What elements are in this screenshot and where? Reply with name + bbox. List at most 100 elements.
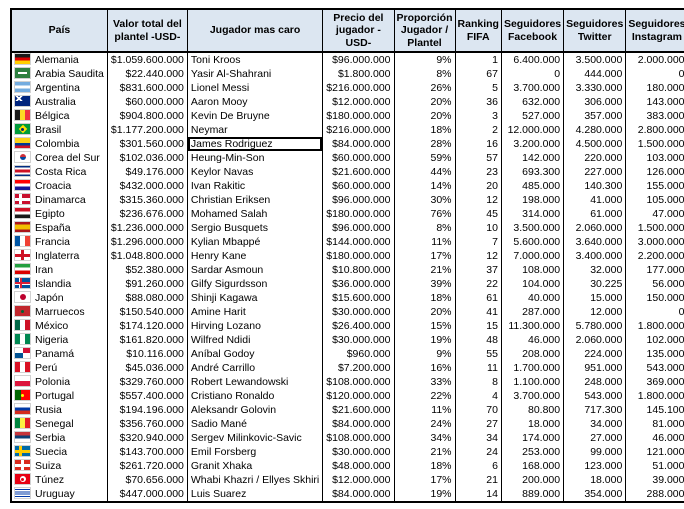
cell-instagram[interactable]: 47.000	[625, 207, 684, 222]
cell-pais[interactable]: Australia	[10, 95, 108, 110]
cell-facebook[interactable]: 46.000	[500, 333, 565, 348]
cell-proporcion[interactable]: 20%	[393, 109, 456, 124]
cell-twitter[interactable]: 2.060.000	[563, 333, 627, 348]
cell-precio[interactable]: $960.000	[322, 347, 395, 362]
cell-instagram[interactable]: 105.000	[625, 193, 684, 208]
cell-proporcion[interactable]: 17%	[393, 249, 456, 264]
cell-pais[interactable]: México	[10, 319, 108, 334]
cell-precio[interactable]: $180.000.000	[322, 207, 395, 222]
cell-instagram[interactable]: 2.200.000	[625, 249, 684, 264]
cell-facebook[interactable]: 168.000	[500, 459, 565, 474]
cell-facebook[interactable]: 527.000	[500, 109, 565, 124]
cell-precio[interactable]: $36.000.000	[322, 277, 395, 292]
cell-proporcion[interactable]: 21%	[393, 263, 456, 278]
cell-pais[interactable]: Serbia	[10, 431, 108, 446]
cell-instagram[interactable]: 155.000	[625, 179, 684, 194]
cell-instagram[interactable]: 1.500.000	[625, 137, 684, 152]
cell-instagram[interactable]: 145.100	[625, 403, 684, 418]
cell-precio[interactable]: $84.000.000	[322, 137, 395, 152]
cell-twitter[interactable]: 18.000	[563, 473, 627, 488]
cell-precio[interactable]: $10.800.000	[322, 263, 395, 278]
cell-instagram[interactable]: 143.000	[625, 95, 684, 110]
cell-twitter[interactable]: 227.000	[563, 165, 627, 180]
cell-twitter[interactable]: 27.000	[563, 431, 627, 446]
cell-instagram[interactable]: 121.000	[625, 445, 684, 460]
cell-proporcion[interactable]: 9%	[393, 52, 456, 68]
cell-facebook[interactable]: 198.000	[500, 193, 565, 208]
cell-instagram[interactable]: 150.000	[625, 291, 684, 306]
cell-valor[interactable]: $1.048.800.000	[106, 249, 188, 264]
cell-jugador[interactable]: Cristiano Ronaldo	[186, 389, 324, 404]
cell-twitter[interactable]: 4.280.000	[563, 123, 627, 138]
cell-pais[interactable]: Nigeria	[10, 333, 108, 348]
cell-ranking[interactable]: 7	[454, 235, 502, 250]
cell-facebook[interactable]: 287.000	[500, 305, 565, 320]
cell-instagram[interactable]: 1.800.000	[625, 389, 684, 404]
cell-twitter[interactable]: 357.000	[563, 109, 627, 124]
cell-pais[interactable]: Rusia	[10, 403, 108, 418]
cell-valor[interactable]: $174.120.000	[106, 319, 188, 334]
cell-precio[interactable]: $1.800.000	[322, 67, 395, 82]
cell-ranking[interactable]: 41	[454, 305, 502, 320]
cell-pais[interactable]: Costa Rica	[10, 165, 108, 180]
cell-ranking[interactable]: 45	[454, 207, 502, 222]
cell-instagram[interactable]: 51.000	[625, 459, 684, 474]
cell-proporcion[interactable]: 34%	[393, 431, 456, 446]
cell-facebook[interactable]: 3.700.000	[500, 81, 565, 96]
cell-pais[interactable]: Brasil	[10, 123, 108, 138]
cell-facebook[interactable]: 632.000	[500, 95, 565, 110]
cell-proporcion[interactable]: 28%	[393, 137, 456, 152]
cell-pais[interactable]: Portugal	[10, 389, 108, 404]
cell-ranking[interactable]: 1	[454, 52, 502, 68]
cell-valor[interactable]: $194.196.000	[106, 403, 188, 418]
column-header-jugador[interactable]: Jugador mas caro	[186, 8, 324, 54]
cell-proporcion[interactable]: 59%	[393, 151, 456, 166]
column-header-valor[interactable]: Valor total del plantel -USD-	[106, 8, 188, 54]
cell-valor[interactable]: $447.000.000	[106, 487, 188, 503]
cell-twitter[interactable]: 717.300	[563, 403, 627, 418]
cell-pais[interactable]: Dinamarca	[10, 193, 108, 208]
cell-proporcion[interactable]: 44%	[393, 165, 456, 180]
cell-twitter[interactable]: 306.000	[563, 95, 627, 110]
cell-facebook[interactable]: 142.000	[500, 151, 565, 166]
cell-jugador[interactable]: Sardar Asmoun	[186, 263, 324, 278]
cell-ranking[interactable]: 20	[454, 179, 502, 194]
cell-facebook[interactable]: 889.000	[500, 487, 565, 503]
cell-facebook[interactable]: 1.700.000	[500, 361, 565, 376]
cell-facebook[interactable]: 11.300.000	[500, 319, 565, 334]
cell-ranking[interactable]: 11	[454, 361, 502, 376]
cell-instagram[interactable]: 0	[625, 305, 684, 320]
cell-ranking[interactable]: 36	[454, 95, 502, 110]
cell-proporcion[interactable]: 8%	[393, 67, 456, 82]
cell-pais[interactable]: Croacia	[10, 179, 108, 194]
cell-jugador[interactable]: Neymar	[186, 123, 324, 138]
cell-pais[interactable]: España	[10, 221, 108, 236]
cell-precio[interactable]: $48.000.000	[322, 459, 395, 474]
cell-ranking[interactable]: 48	[454, 333, 502, 348]
cell-facebook[interactable]: 40.000	[500, 291, 565, 306]
cell-ranking[interactable]: 3	[454, 109, 502, 124]
cell-twitter[interactable]: 32.000	[563, 263, 627, 278]
cell-proporcion[interactable]: 19%	[393, 487, 456, 503]
cell-proporcion[interactable]: 19%	[393, 333, 456, 348]
cell-instagram[interactable]: 2.000.000	[625, 52, 684, 68]
cell-facebook[interactable]: 208.000	[500, 347, 565, 362]
cell-ranking[interactable]: 12	[454, 193, 502, 208]
cell-instagram[interactable]: 39.000	[625, 473, 684, 488]
cell-ranking[interactable]: 15	[454, 319, 502, 334]
cell-facebook[interactable]: 200.000	[500, 473, 565, 488]
cell-twitter[interactable]: 3.330.000	[563, 81, 627, 96]
cell-facebook[interactable]: 6.400.000	[500, 52, 565, 68]
cell-proporcion[interactable]: 20%	[393, 305, 456, 320]
cell-precio[interactable]: $26.400.000	[322, 319, 395, 334]
cell-jugador[interactable]: Granit Xhaka	[186, 459, 324, 474]
cell-proporcion[interactable]: 76%	[393, 207, 456, 222]
cell-pais[interactable]: Panamá	[10, 347, 108, 362]
cell-facebook[interactable]: 18.000	[500, 417, 565, 432]
cell-instagram[interactable]: 81.000	[625, 417, 684, 432]
cell-twitter[interactable]: 34.000	[563, 417, 627, 432]
cell-twitter[interactable]: 4.500.000	[563, 137, 627, 152]
cell-instagram[interactable]: 56.000	[625, 277, 684, 292]
cell-valor[interactable]: $432.000.000	[106, 179, 188, 194]
cell-jugador[interactable]: Whabi Khazri / Ellyes Skhiri	[186, 473, 324, 488]
